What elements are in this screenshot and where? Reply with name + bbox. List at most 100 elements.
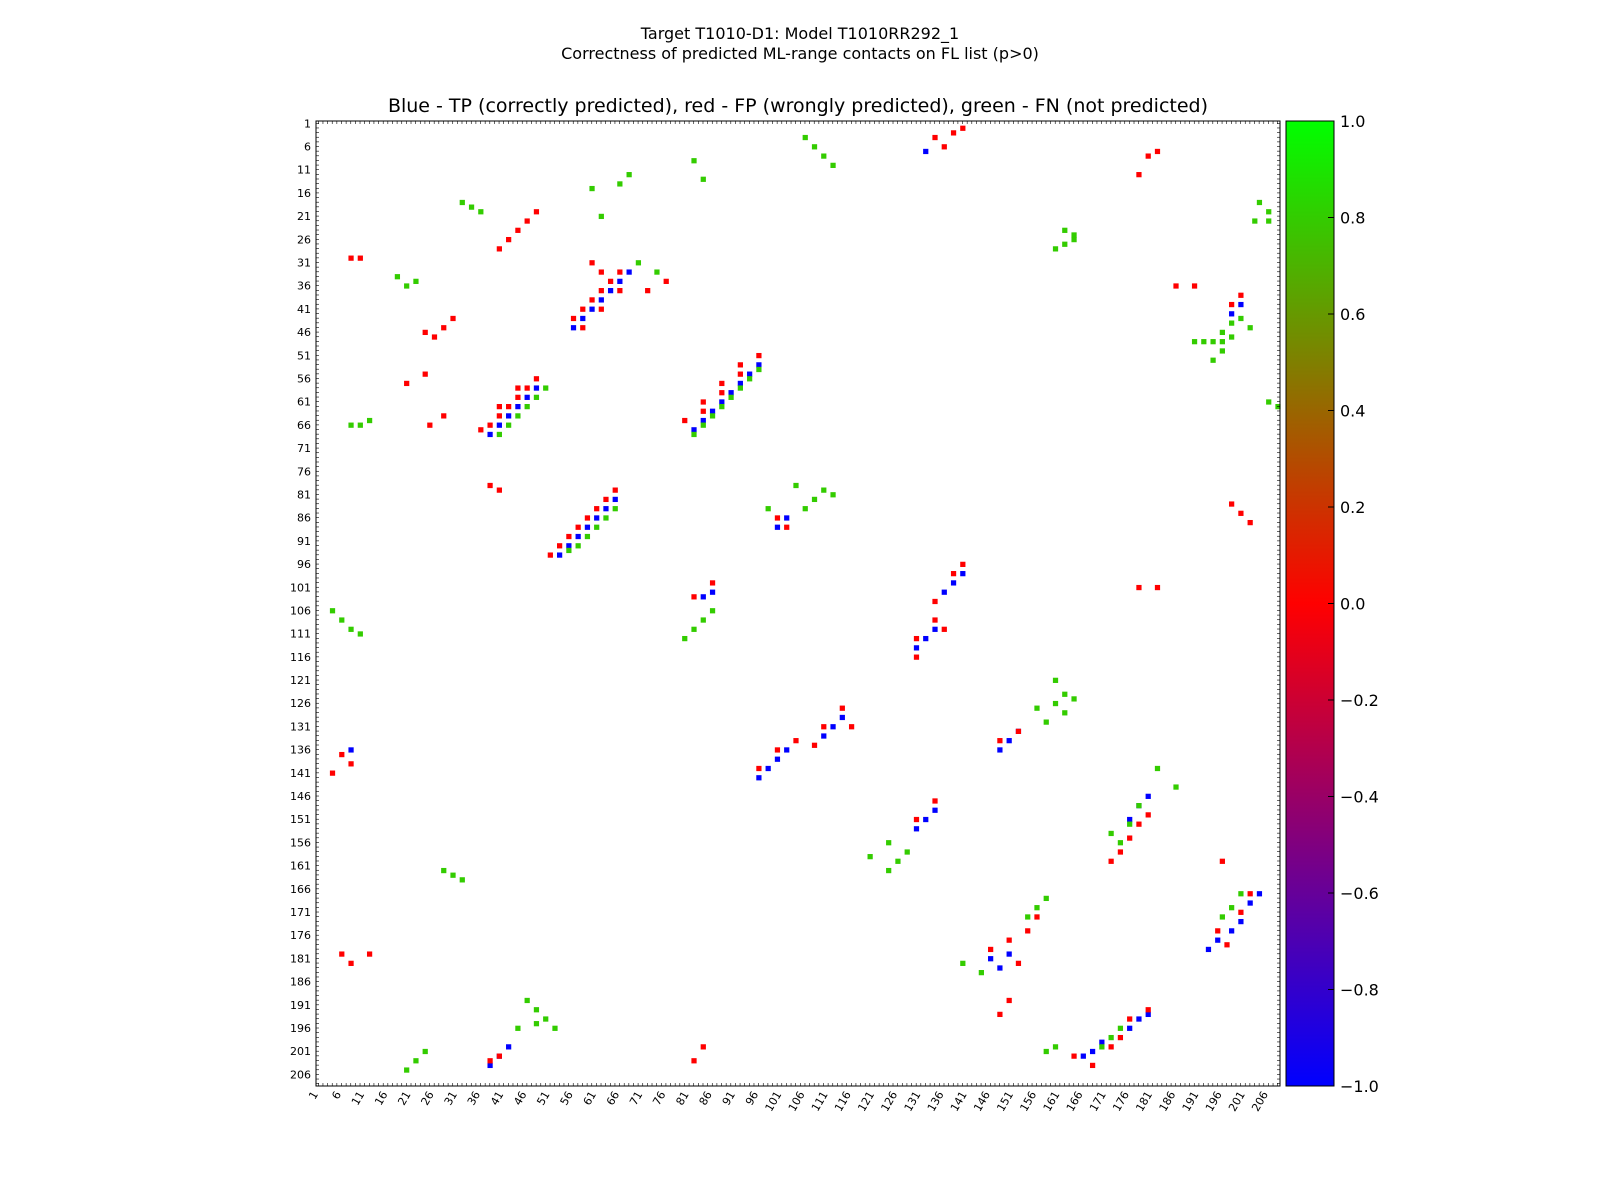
- y-tick-label: 141: [290, 767, 311, 780]
- contact-cell-fp: [339, 951, 345, 957]
- x-tick-label: 126: [878, 1089, 900, 1114]
- contact-cell-fp: [1145, 1007, 1151, 1013]
- contact-cell-fn: [496, 431, 502, 438]
- contact-cell-tp: [728, 390, 734, 396]
- contact-cell-fn: [524, 997, 530, 1004]
- contact-cell-fn: [524, 404, 530, 410]
- contact-cell-fp: [932, 798, 938, 804]
- y-tick-label: 46: [297, 326, 311, 339]
- contact-cell-fn: [1052, 1044, 1059, 1050]
- contact-cell-fn: [1043, 1048, 1049, 1055]
- contact-cell-tp: [784, 515, 790, 521]
- contact-cell-fp: [719, 380, 725, 387]
- y-tick-label: 176: [290, 929, 311, 942]
- contact-cell-fn: [867, 854, 873, 860]
- contact-cell-tp: [584, 524, 591, 530]
- contact-cell-fn: [811, 144, 818, 150]
- contact-cell-tp: [932, 626, 938, 632]
- contact-cell-fp: [598, 269, 604, 275]
- contact-cell-fp: [848, 724, 855, 730]
- y-tick-label: 131: [290, 720, 311, 733]
- y-tick-label: 116: [290, 651, 311, 664]
- contact-cell-fp: [557, 543, 563, 549]
- contact-cell-tp: [626, 269, 632, 275]
- contact-cell-fp: [496, 404, 502, 410]
- x-tick-label: 56: [558, 1089, 576, 1108]
- contact-cell-fn: [1025, 914, 1031, 920]
- contact-cell-fp: [570, 315, 577, 322]
- contact-cell-fp: [839, 705, 845, 711]
- contact-cells: [329, 125, 1281, 1073]
- contact-cell-tp: [566, 543, 572, 549]
- contact-cell-fn: [691, 626, 697, 632]
- contact-cell-fn: [459, 877, 465, 883]
- contact-cell-fn: [1191, 339, 1198, 345]
- contact-cell-fn: [1062, 691, 1068, 697]
- contact-cell-fn: [1071, 696, 1077, 702]
- contact-cell-fp: [1219, 858, 1225, 864]
- contact-cell-fp: [663, 278, 669, 284]
- x-tick-label: 61: [581, 1089, 599, 1108]
- contact-cell-fn: [603, 515, 609, 521]
- contact-cell-fn: [1229, 320, 1235, 326]
- contact-cell-fp: [584, 515, 591, 521]
- contact-cell-fn: [1219, 339, 1225, 345]
- contact-cell-fn: [1043, 719, 1049, 725]
- contact-cell-fp: [1238, 292, 1244, 298]
- y-tick-label: 196: [290, 1022, 311, 1035]
- x-tick-label: 21: [395, 1089, 413, 1108]
- contact-cell-fn: [1136, 803, 1142, 809]
- contact-cell-fp: [348, 761, 354, 767]
- x-tick-label: 151: [994, 1089, 1016, 1114]
- contact-cell-fp: [1015, 728, 1022, 734]
- contact-cell-fn: [366, 417, 373, 424]
- x-tick-label: 66: [604, 1089, 622, 1108]
- contact-cell-fp: [533, 376, 540, 382]
- colorbar-tick-label: 0.0: [1340, 595, 1365, 614]
- contact-cell-fn: [533, 1007, 540, 1013]
- y-tick-label: 126: [290, 697, 311, 710]
- x-tick-label: 191: [1180, 1089, 1202, 1114]
- contact-cell-fp: [589, 260, 595, 266]
- contact-cell-fp: [997, 1011, 1003, 1018]
- contact-cell-tp: [784, 747, 790, 753]
- contact-cell-tp: [941, 589, 947, 595]
- contact-cell-fp: [719, 390, 725, 396]
- y-tick-label: 146: [290, 790, 311, 803]
- contact-cell-tp: [737, 380, 743, 387]
- contact-cell-fp: [1127, 835, 1133, 841]
- contact-cell-fn: [830, 492, 836, 498]
- contact-cell-fp: [515, 227, 521, 233]
- contact-cell-fn: [543, 1016, 549, 1022]
- contact-cell-fp: [339, 751, 345, 758]
- contact-cell-tp: [1238, 301, 1244, 308]
- contact-cell-fp: [612, 487, 618, 493]
- contact-cell-fp: [524, 218, 530, 224]
- contact-cell-fp: [1238, 510, 1244, 516]
- contact-cell-tp: [557, 552, 563, 558]
- contact-cell-fp: [478, 427, 484, 433]
- contact-cell-fp: [913, 635, 920, 642]
- contact-cell-fn: [459, 199, 465, 206]
- contact-cell-fn: [1238, 315, 1244, 322]
- contact-cell-fp: [1117, 1034, 1124, 1041]
- y-tick-label: 171: [290, 906, 311, 919]
- x-tick-label: 111: [809, 1089, 831, 1114]
- contact-cell-tp: [1136, 1016, 1142, 1022]
- contact-cell-tp: [923, 148, 929, 155]
- contact-cell-fp: [1006, 997, 1012, 1004]
- contact-cell-fp: [700, 408, 706, 414]
- x-tick-label: 41: [488, 1089, 506, 1108]
- colorbar-tick-label: 0.4: [1340, 402, 1365, 421]
- contact-cell-fp: [547, 552, 553, 558]
- contact-cell-tp: [774, 756, 781, 762]
- contact-cell-fn: [1062, 241, 1068, 247]
- contact-cell-tp: [830, 724, 836, 730]
- contact-cell-fp: [533, 209, 540, 215]
- contact-cell-fp: [774, 747, 781, 753]
- contact-cell-tp: [1256, 891, 1263, 897]
- contact-cell-fn: [1219, 329, 1225, 336]
- y-tick-label: 101: [290, 581, 311, 594]
- y-tick-label: 91: [297, 535, 311, 548]
